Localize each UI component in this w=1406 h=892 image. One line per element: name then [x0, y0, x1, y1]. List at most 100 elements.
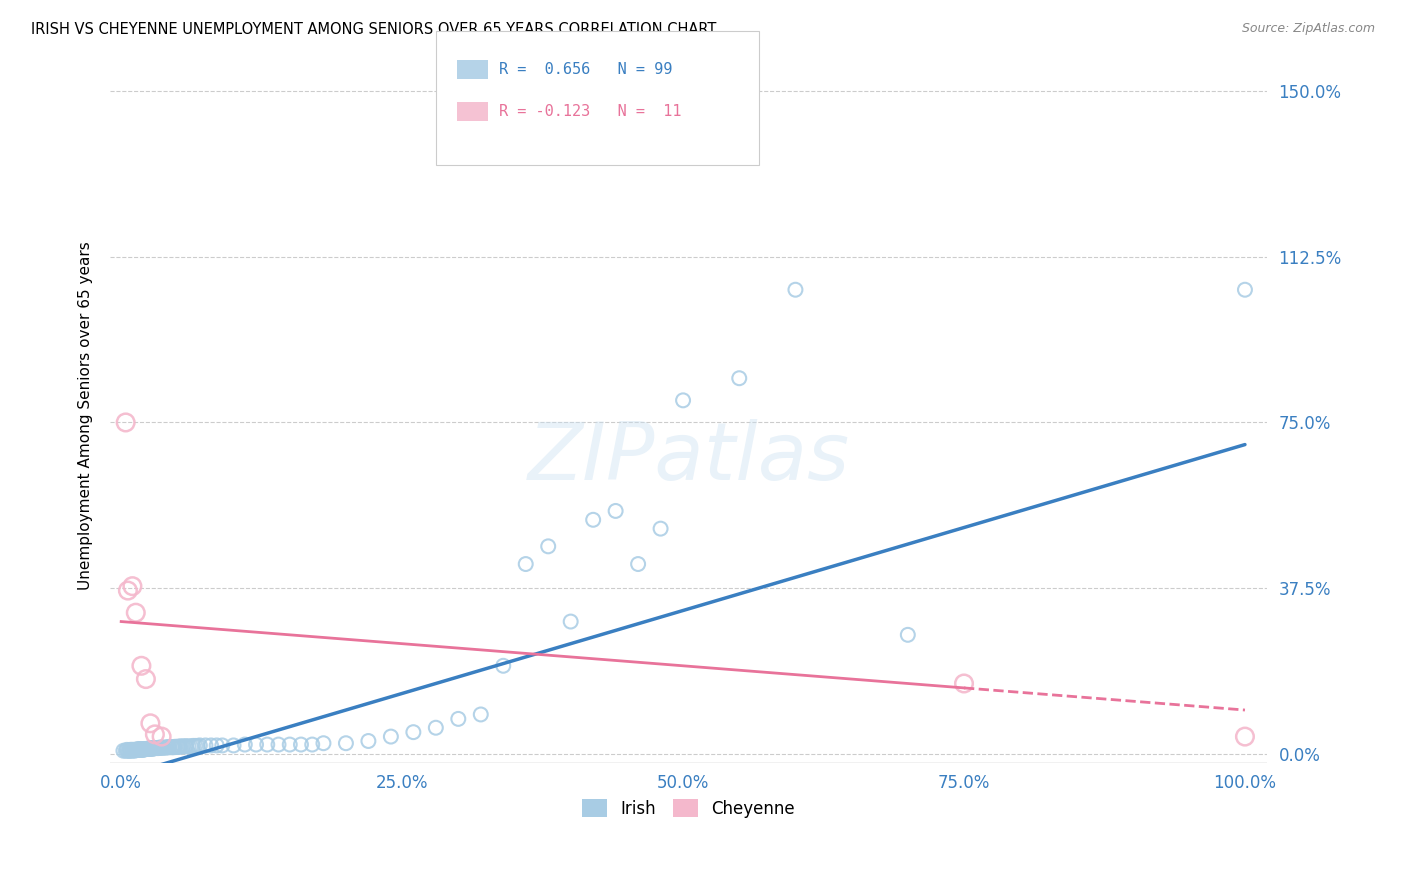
Point: [650, 522, 672, 536]
Point: [150, 730, 173, 744]
Point: [121, 744, 143, 758]
Point: [278, 738, 301, 752]
Point: [605, 504, 627, 518]
Point: [139, 742, 162, 756]
Point: [627, 557, 650, 571]
Point: [114, 744, 136, 758]
Point: [172, 739, 194, 754]
Point: [148, 740, 170, 755]
Point: [290, 738, 312, 752]
Point: [582, 513, 605, 527]
Point: [125, 743, 148, 757]
Point: [1233, 283, 1256, 297]
Point: [560, 615, 582, 629]
Point: [470, 707, 492, 722]
Point: [120, 743, 142, 757]
Point: [160, 740, 183, 755]
Point: [152, 740, 174, 755]
Point: [138, 741, 160, 756]
Point: [181, 739, 204, 753]
Point: [131, 743, 153, 757]
Point: [131, 743, 153, 757]
Point: [897, 628, 920, 642]
Point: [162, 740, 184, 755]
Point: [112, 744, 135, 758]
Point: [127, 742, 149, 756]
Point: [200, 739, 222, 753]
Point: [163, 740, 186, 755]
Point: [155, 740, 177, 755]
Legend: Irish, Cheyenne: Irish, Cheyenne: [575, 793, 801, 824]
Point: [537, 539, 560, 553]
Point: [153, 740, 176, 755]
Point: [245, 738, 267, 752]
Point: [205, 739, 228, 753]
Point: [127, 743, 149, 757]
Point: [159, 740, 181, 755]
Point: [135, 742, 157, 756]
Point: [170, 739, 193, 754]
Point: [136, 742, 159, 756]
Point: [380, 730, 402, 744]
Point: [174, 739, 197, 754]
Point: [120, 743, 142, 757]
Point: [335, 736, 357, 750]
Point: [148, 741, 170, 756]
Point: [447, 712, 470, 726]
Point: [117, 744, 139, 758]
Point: [125, 606, 148, 620]
Point: [211, 739, 233, 753]
Point: [142, 742, 165, 756]
Point: [122, 743, 145, 757]
Point: [169, 739, 191, 754]
Point: [177, 739, 200, 754]
Point: [165, 739, 187, 754]
Point: [143, 741, 166, 756]
Point: [194, 739, 217, 753]
Point: [492, 658, 515, 673]
Y-axis label: Unemployment Among Seniors over 65 years: Unemployment Among Seniors over 65 years: [79, 242, 93, 591]
Point: [184, 739, 207, 753]
Point: [785, 283, 807, 297]
Text: R =  0.656   N = 99: R = 0.656 N = 99: [499, 62, 672, 77]
Text: IRISH VS CHEYENNE UNEMPLOYMENT AMONG SENIORS OVER 65 YEARS CORRELATION CHART: IRISH VS CHEYENNE UNEMPLOYMENT AMONG SEN…: [31, 22, 716, 37]
Point: [115, 743, 138, 757]
Point: [134, 742, 156, 756]
Point: [149, 740, 172, 755]
Text: R = -0.123   N =  11: R = -0.123 N = 11: [499, 104, 682, 119]
Point: [1233, 730, 1256, 744]
Point: [131, 742, 153, 756]
Point: [515, 557, 537, 571]
Point: [142, 741, 165, 756]
Point: [129, 743, 152, 757]
Point: [118, 744, 141, 758]
Point: [121, 579, 143, 593]
Point: [156, 740, 179, 755]
Point: [150, 740, 173, 755]
Point: [166, 739, 188, 754]
Point: [136, 742, 159, 756]
Point: [124, 744, 146, 758]
Point: [141, 741, 163, 756]
Point: [139, 716, 162, 731]
Point: [357, 734, 380, 748]
Point: [256, 738, 278, 752]
Text: ZIPatlas: ZIPatlas: [527, 418, 849, 497]
Point: [145, 741, 167, 756]
Point: [425, 721, 447, 735]
Point: [402, 725, 425, 739]
Point: [124, 743, 146, 757]
Point: [132, 743, 155, 757]
Point: [132, 742, 155, 756]
Point: [121, 743, 143, 757]
Point: [953, 676, 976, 690]
Point: [125, 743, 148, 757]
Point: [129, 742, 152, 756]
Point: [128, 743, 150, 757]
Point: [143, 727, 166, 741]
Point: [167, 739, 190, 754]
Point: [117, 583, 139, 598]
Text: Source: ZipAtlas.com: Source: ZipAtlas.com: [1241, 22, 1375, 36]
Point: [222, 739, 245, 753]
Point: [157, 740, 180, 755]
